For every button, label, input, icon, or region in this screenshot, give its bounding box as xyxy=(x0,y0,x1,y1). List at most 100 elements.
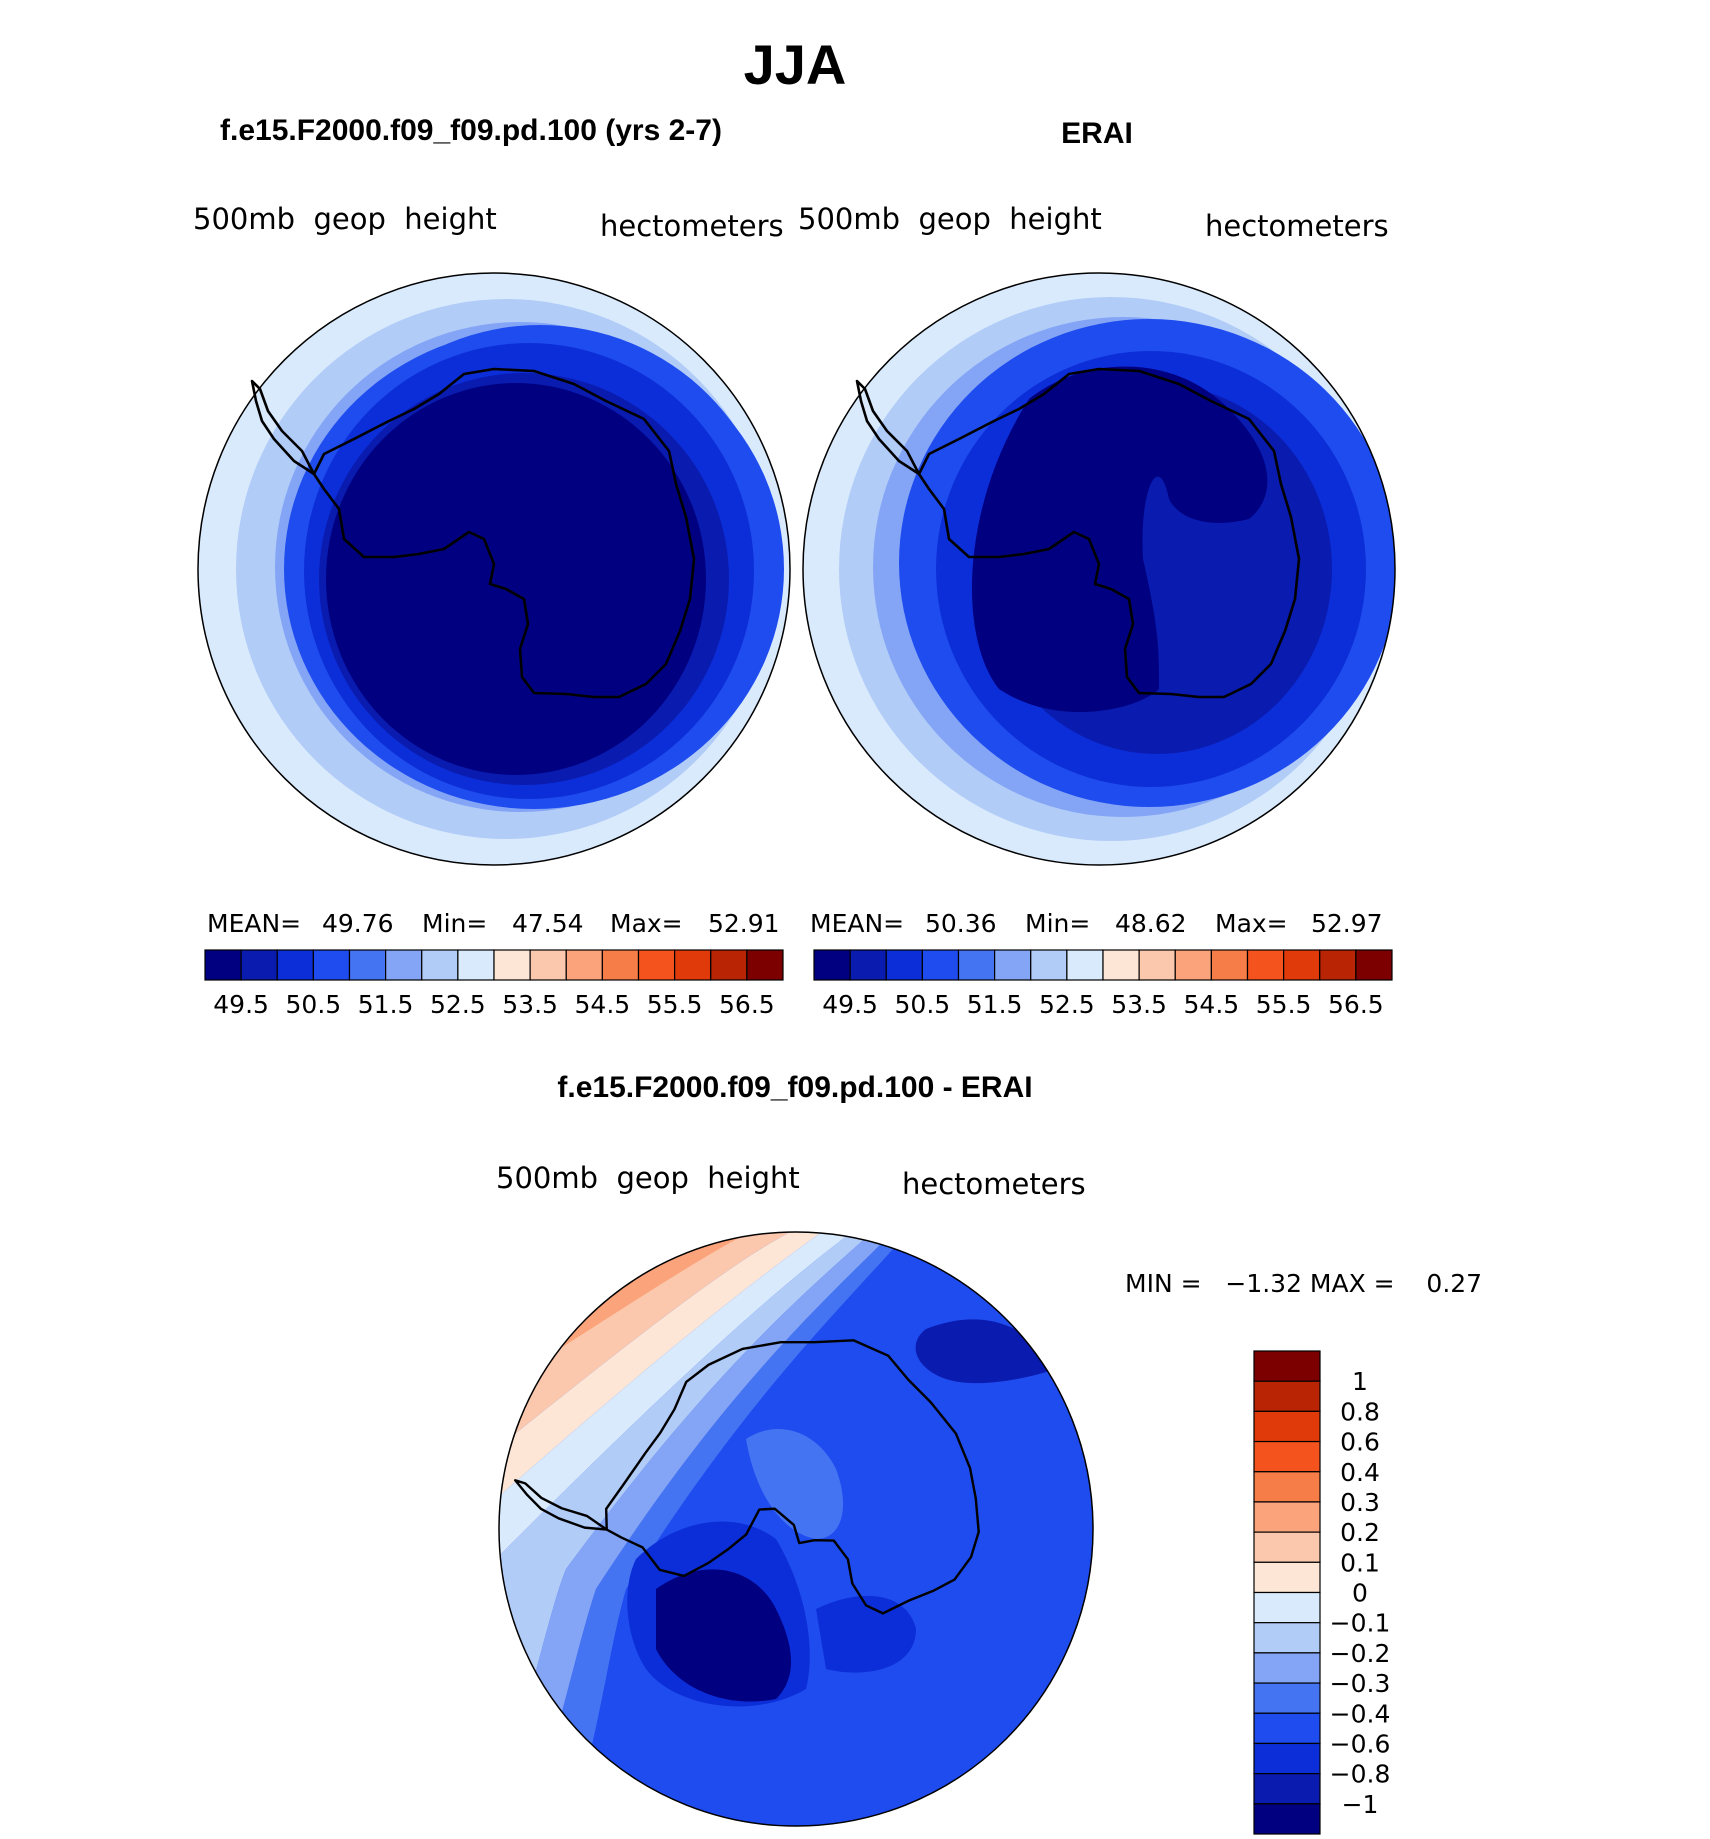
colorbar-tick-label: −0.8 xyxy=(1330,1760,1391,1789)
colorbar-swatch xyxy=(813,949,851,981)
colorbar-tick-label: 55.5 xyxy=(647,990,703,1019)
min-value: 47.54 xyxy=(512,909,584,938)
colorbar-swatch xyxy=(1253,1471,1321,1503)
colorbar-swatch xyxy=(565,949,603,981)
mean-value: 49.76 xyxy=(322,909,394,938)
colorbar-tick-label: 56.5 xyxy=(719,990,775,1019)
colorbar-tick-label: 1 xyxy=(1352,1367,1368,1396)
colorbar-swatch xyxy=(710,949,748,981)
colorbar-swatch xyxy=(1319,949,1357,981)
colorbar-tick-label: 53.5 xyxy=(502,990,558,1019)
colorbar-swatch xyxy=(1102,949,1140,981)
colorbar-tick-label: 52.5 xyxy=(430,990,486,1019)
colorbar-tick-label: 52.5 xyxy=(1039,990,1095,1019)
min-label: Min= xyxy=(1025,909,1090,938)
panel-title-model: f.e15.F2000.f09_f09.pd.100 (yrs 2-7) xyxy=(220,114,722,147)
colorbar-swatch xyxy=(1138,949,1176,981)
colorbar-swatch xyxy=(348,949,387,981)
colorbar-swatch xyxy=(421,949,459,981)
colorbar-swatch xyxy=(1253,1712,1321,1745)
max-label: Max= xyxy=(1215,909,1288,938)
panel-difference: f.e15.F2000.f09_f09.pd.100 - ERAI 500mb … xyxy=(496,1071,1482,1835)
stats-obs: MEAN= 50.36 Min= 48.62 Max= 52.97 xyxy=(810,909,1383,938)
colorbar-tick-label: 54.5 xyxy=(1184,990,1240,1019)
colorbar-swatch xyxy=(457,949,495,981)
colorbar-obs: 49.5 50.5 51.5 52.5 53.5 54.5 55.5 56.5 xyxy=(813,949,1393,1019)
colorbar-tick-label: 55.5 xyxy=(1256,990,1312,1019)
map-model xyxy=(197,272,791,866)
colorbar-tick-label: 0.6 xyxy=(1340,1428,1380,1457)
colorbar-swatch xyxy=(674,949,712,981)
colorbar-tick-label: 54.5 xyxy=(575,990,631,1019)
colorbar-swatch xyxy=(601,949,640,981)
colorbar-swatch xyxy=(1253,1652,1321,1684)
colorbar-model: 49.5 50.5 51.5 52.5 53.5 54.5 55.5 56.5 xyxy=(204,949,784,1019)
mean-label: MEAN= xyxy=(207,909,301,938)
colorbar-swatch xyxy=(1253,1531,1321,1563)
units-label-obs: hectometers xyxy=(1205,209,1389,243)
mean-label: MEAN= xyxy=(810,909,904,938)
colorbar-difference: 10.80.60.40.30.20.10−0.1−0.2−0.3−0.4−0.6… xyxy=(1253,1350,1391,1835)
min-label: Min= xyxy=(422,909,487,938)
units-label-model: hectometers xyxy=(600,209,784,243)
colorbar-swatch xyxy=(312,949,351,981)
colorbar-tick-label: 51.5 xyxy=(358,990,414,1019)
colorbar-swatch xyxy=(885,949,923,981)
variable-label-model: 500mb geop height xyxy=(193,202,497,236)
units-label-difference: hectometers xyxy=(902,1167,1086,1201)
figure-title: JJA xyxy=(744,33,847,96)
colorbar-swatch xyxy=(276,949,314,981)
colorbar-tick-label: 0 xyxy=(1352,1579,1368,1608)
colorbar-swatch xyxy=(1283,949,1321,981)
panel-obs: ERAI 500mb geop height hectometers MEAN=… xyxy=(798,117,1396,1019)
colorbar-swatch xyxy=(529,949,567,981)
colorbar-tick-label: −0.1 xyxy=(1330,1609,1391,1638)
colorbar-swatch xyxy=(1253,1803,1321,1835)
colorbar-swatch xyxy=(957,949,996,981)
map-difference xyxy=(498,1231,1094,1827)
colorbar-swatch xyxy=(1253,1773,1321,1805)
colorbar-swatch xyxy=(994,949,1032,981)
colorbar-swatch xyxy=(1210,949,1249,981)
colorbar-tick-label: 0.8 xyxy=(1340,1397,1380,1426)
max-label: Max= xyxy=(610,909,683,938)
colorbar-swatch xyxy=(849,949,887,981)
colorbar-swatch xyxy=(1246,949,1285,981)
colorbar-swatch xyxy=(493,949,531,981)
colorbar-swatch xyxy=(1030,949,1068,981)
colorbar-tick-label: −0.6 xyxy=(1330,1729,1391,1758)
colorbar-swatch xyxy=(1253,1501,1321,1533)
colorbar-swatch xyxy=(204,949,242,981)
variable-label-difference: 500mb geop height xyxy=(496,1161,800,1195)
colorbar-swatch xyxy=(1355,949,1393,981)
panel-model: f.e15.F2000.f09_f09.pd.100 (yrs 2-7) 500… xyxy=(193,114,791,1019)
colorbar-tick-label: 0.3 xyxy=(1340,1488,1380,1517)
colorbar-swatch xyxy=(1253,1440,1321,1473)
colorbar-tick-label: 51.5 xyxy=(967,990,1023,1019)
colorbar-swatch xyxy=(1253,1622,1321,1654)
colorbar-tick-label: 0.2 xyxy=(1340,1518,1380,1547)
colorbar-tick-label: −0.2 xyxy=(1330,1639,1391,1668)
colorbar-swatch xyxy=(637,949,676,981)
colorbar-swatch xyxy=(1253,1380,1321,1412)
colorbar-swatch xyxy=(921,949,960,981)
colorbar-tick-label: 50.5 xyxy=(895,990,951,1019)
colorbar-swatch xyxy=(1253,1561,1321,1594)
panel-title-difference: f.e15.F2000.f09_f09.pd.100 - ERAI xyxy=(557,1071,1032,1104)
colorbar-swatch xyxy=(1253,1742,1321,1775)
colorbar-tick-label: 49.5 xyxy=(213,990,269,1019)
minmax-difference: MIN = −1.32 MAX = 0.27 xyxy=(1125,1269,1482,1298)
map-obs xyxy=(802,272,1396,866)
colorbar-swatch xyxy=(1253,1350,1321,1382)
max-value: 52.91 xyxy=(708,909,780,938)
colorbar-tick-label: 0.4 xyxy=(1340,1458,1380,1487)
colorbar-tick-label: 53.5 xyxy=(1111,990,1167,1019)
colorbar-swatch xyxy=(1066,949,1104,981)
colorbar-swatch xyxy=(385,949,423,981)
colorbar-tick-label: 56.5 xyxy=(1328,990,1384,1019)
colorbar-tick-label: 49.5 xyxy=(822,990,878,1019)
colorbar-swatch xyxy=(1253,1410,1321,1443)
colorbar-tick-label: −0.3 xyxy=(1330,1669,1391,1698)
panel-title-obs: ERAI xyxy=(1061,117,1133,150)
